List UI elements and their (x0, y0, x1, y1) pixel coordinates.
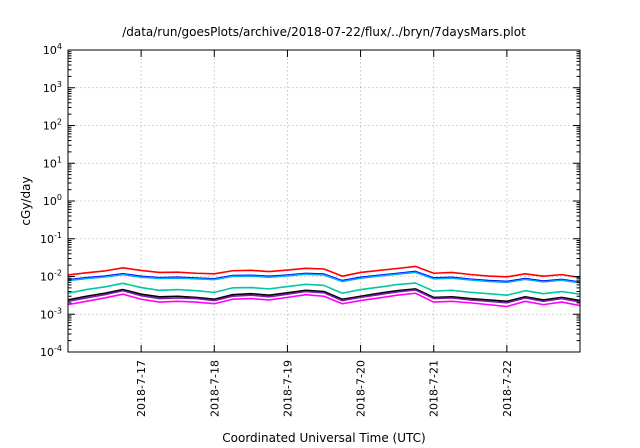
y-tick-label: 104 (43, 42, 62, 57)
series-line-3 (67, 271, 581, 284)
y-axis-label: cGy/day (19, 176, 33, 225)
x-tick-label: 2018-7-19 (281, 360, 294, 417)
x-tick-label: 2018-7-21 (428, 360, 441, 417)
x-axis-label: Coordinated Universal Time (UTC) (222, 431, 425, 445)
chart-title: /data/run/goesPlots/archive/2018-07-22/f… (122, 25, 526, 39)
x-tick-label: 2018-7-17 (135, 360, 148, 417)
y-tick-label: 103 (43, 80, 62, 95)
y-tick-label: 102 (43, 118, 62, 133)
x-tick-label: 2018-7-20 (355, 360, 368, 417)
series-line-5 (67, 288, 581, 303)
series-line-7 (67, 292, 581, 308)
y-tick-label: 100 (43, 193, 62, 208)
y-tick-label: 101 (43, 155, 62, 170)
x-tick-label: 2018-7-22 (501, 360, 514, 417)
x-axis: 2018-7-17 2018-7-18 2018-7-19 2018-7-20 2018… (135, 50, 514, 417)
series-layer (67, 265, 581, 308)
y-axis: 10-4 10-3 10-2 10-1 100 101 102 103 104 (40, 42, 580, 359)
x-tick-label: 2018-7-18 (208, 360, 221, 417)
y-tick-label: 10-1 (40, 231, 62, 246)
series-line-4 (67, 282, 581, 296)
y-tick-label: 10-2 (40, 269, 62, 284)
y-tick-label: 10-3 (40, 306, 62, 321)
series-line-1 (67, 265, 581, 279)
series-line-6 (67, 289, 581, 304)
y-tick-label: 10-4 (40, 344, 62, 359)
